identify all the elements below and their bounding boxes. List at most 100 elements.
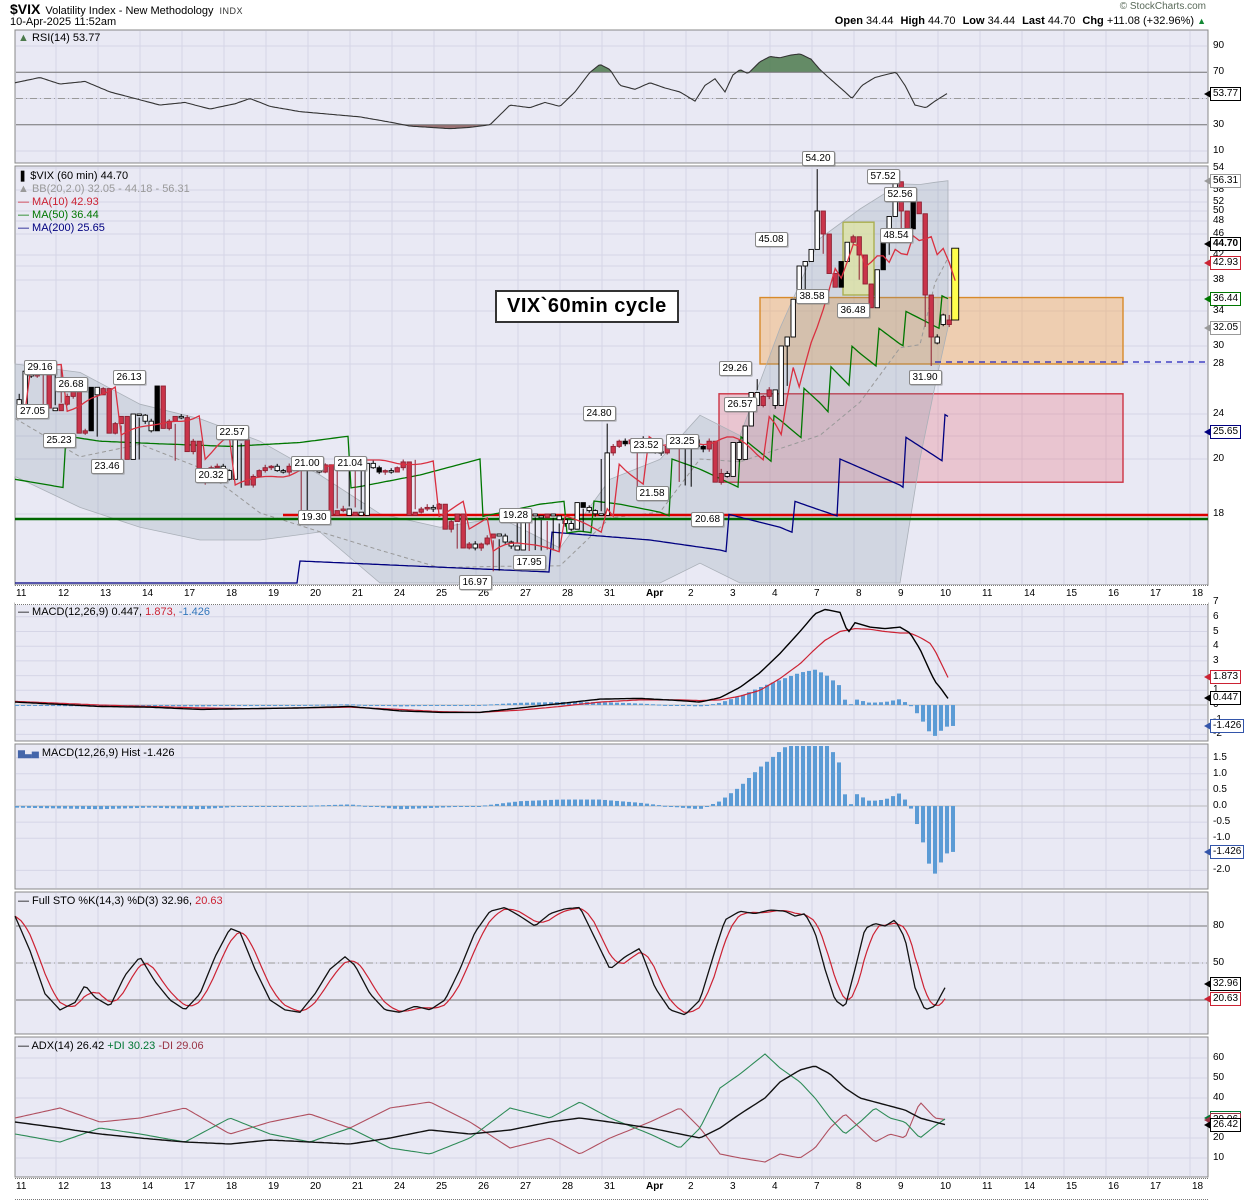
main-legend: ❚ $VIX (60 min) 44.70 ▲ BB(20,2.0) 32.05… bbox=[18, 170, 190, 235]
xaxis-label: 11 bbox=[16, 588, 27, 599]
xaxis-label: 18 bbox=[1192, 588, 1204, 599]
legend-text: MACD(12,26,9) 0.447, bbox=[29, 606, 143, 618]
histogram-icon: ▆▃▅ bbox=[18, 748, 39, 758]
xaxis-strip bbox=[15, 585, 1208, 605]
legend-text: MACD(12,26,9) Hist -1.426 bbox=[38, 747, 175, 759]
xaxis-label: 3 bbox=[730, 1181, 736, 1192]
price-annotation: 24.80 bbox=[582, 405, 616, 421]
axis-value-box: 44.70 bbox=[1204, 237, 1242, 252]
xaxis-label: 14 bbox=[142, 588, 154, 599]
legend-text: 20.63 bbox=[192, 895, 223, 907]
price-annotation: 48.54 bbox=[879, 228, 913, 244]
axis-tick: 30 bbox=[1213, 340, 1225, 351]
xaxis-label: 21 bbox=[352, 588, 364, 599]
legend-text: -DI 29.06 bbox=[158, 1040, 204, 1052]
quote-value: 34.44 bbox=[984, 15, 1016, 27]
xaxis-label: 4 bbox=[772, 588, 778, 599]
symbol: $VIX bbox=[10, 1, 41, 17]
symbol-title: $VIX Volatility Index - New Methodology IN… bbox=[10, 1, 243, 17]
xaxis-label: 21 bbox=[352, 1181, 364, 1192]
quote-label: High bbox=[900, 15, 925, 27]
quote-label: Chg bbox=[1082, 15, 1104, 27]
axis-tick: 20 bbox=[1213, 1132, 1225, 1143]
xaxis-label: 7 bbox=[814, 1181, 820, 1192]
quote-value: 34.44 bbox=[862, 15, 894, 27]
xaxis-label: 15 bbox=[1066, 1181, 1078, 1192]
price-annotation: 25.23 bbox=[42, 432, 76, 448]
xaxis-label: 10 bbox=[940, 588, 952, 599]
price-annotation: 54.20 bbox=[801, 151, 835, 167]
axis-tick: -2 bbox=[1213, 728, 1222, 740]
macd-hist-legend: ▆▃▅ MACD(12,26,9) Hist -1.426 bbox=[18, 747, 174, 760]
price-annotation: 26.68 bbox=[54, 376, 88, 392]
price-annotation: 16.97 bbox=[458, 575, 492, 591]
axis-value-box: 20.63 bbox=[1204, 992, 1242, 1007]
xaxis-label: 24 bbox=[394, 1181, 406, 1192]
price-annotation: 26.13 bbox=[112, 369, 146, 385]
axis-tick: 10 bbox=[1213, 1152, 1225, 1163]
symbol-name: Volatility Index - New Methodology bbox=[45, 5, 214, 17]
xaxis-label: Apr bbox=[646, 1181, 664, 1192]
axis-tick: -2.0 bbox=[1213, 864, 1231, 876]
xaxis-label: 20 bbox=[310, 1181, 322, 1192]
axis-tick: 50 bbox=[1213, 1072, 1225, 1083]
legend-text: ADX(14) 26.42 bbox=[29, 1040, 108, 1052]
xaxis-label: 24 bbox=[394, 588, 406, 599]
xaxis-label: 8 bbox=[856, 588, 862, 599]
axis-tick: 42 bbox=[1213, 249, 1225, 260]
xaxis-label: 17 bbox=[184, 588, 196, 599]
xaxis-label: 27 bbox=[520, 1181, 532, 1192]
legend-text: RSI(14) 53.77 bbox=[28, 32, 101, 44]
axis-tick: 20 bbox=[1213, 453, 1225, 464]
axis-tick: 6 bbox=[1213, 610, 1219, 622]
axis-tick: 52 bbox=[1213, 196, 1225, 207]
adx-legend: — ADX(14) 26.42 +DI 30.23 -DI 29.06 bbox=[18, 1040, 204, 1053]
bollinger-icon: ▲ bbox=[18, 183, 29, 195]
xaxis-label: 8 bbox=[856, 1181, 862, 1192]
xaxis-label: 12 bbox=[58, 1181, 70, 1192]
hline-label: 19.28 bbox=[499, 508, 533, 523]
price-annotation: 29.16 bbox=[23, 359, 57, 375]
macd-line-icon: — bbox=[18, 606, 29, 618]
xaxis-label: 19 bbox=[268, 588, 280, 599]
axis-value-box: 0.447 bbox=[1204, 691, 1242, 706]
sto-line-icon: — bbox=[18, 895, 29, 907]
axis-tick: 58 bbox=[1213, 184, 1225, 195]
quote-label: Low bbox=[962, 15, 985, 27]
xaxis-label: 19 bbox=[268, 1181, 280, 1192]
sto-legend: — Full STO %K(14,3) %D(3) 32.96, 20.63 bbox=[18, 895, 223, 908]
xaxis-label: 14 bbox=[1024, 588, 1036, 599]
quote-label: Last bbox=[1022, 15, 1045, 27]
price-annotation: 23.46 bbox=[90, 458, 124, 474]
axis-tick: 1.0 bbox=[1213, 767, 1227, 779]
xaxis-label: 11 bbox=[16, 1181, 27, 1192]
price-annotation: 23.52 bbox=[629, 437, 663, 453]
xaxis-label: 7 bbox=[814, 588, 820, 599]
axis-tick: 24 bbox=[1213, 408, 1225, 419]
axis-tick: 1 bbox=[1213, 684, 1219, 696]
quote-label: Open bbox=[834, 15, 863, 27]
axis-tick: 38 bbox=[1213, 274, 1225, 285]
axis-value-box: -1.426 bbox=[1204, 718, 1245, 733]
axis-tick: 54 bbox=[1213, 162, 1225, 173]
price-annotation: 52.56 bbox=[883, 186, 917, 202]
price-annotation: 36.48 bbox=[836, 303, 870, 319]
ma50-line-icon: — bbox=[18, 209, 29, 221]
xaxis-label: 17 bbox=[1150, 588, 1162, 599]
price-annotation: 21.58 bbox=[635, 485, 669, 501]
axis-tick: 30 bbox=[1213, 118, 1225, 130]
hline-label: 20.68 bbox=[691, 512, 725, 527]
axis-value-box: 32.05 bbox=[1204, 320, 1242, 335]
xaxis-label: 20 bbox=[310, 588, 322, 599]
axis-tick: 60 bbox=[1213, 1052, 1225, 1063]
axis-value-box: 25.65 bbox=[1204, 424, 1242, 439]
axis-tick: 10 bbox=[1213, 145, 1225, 156]
axis-tick: 3 bbox=[1213, 654, 1219, 666]
xaxis-label: 31 bbox=[604, 588, 616, 599]
panel-adx bbox=[14, 1036, 1209, 1178]
xaxis-label: 2 bbox=[688, 1181, 694, 1192]
axis-value-box: 1.873 bbox=[1204, 670, 1242, 685]
cycle-note: VIX`60min cycle bbox=[495, 290, 679, 323]
copyright: © StockCharts.com bbox=[1119, 1, 1206, 12]
